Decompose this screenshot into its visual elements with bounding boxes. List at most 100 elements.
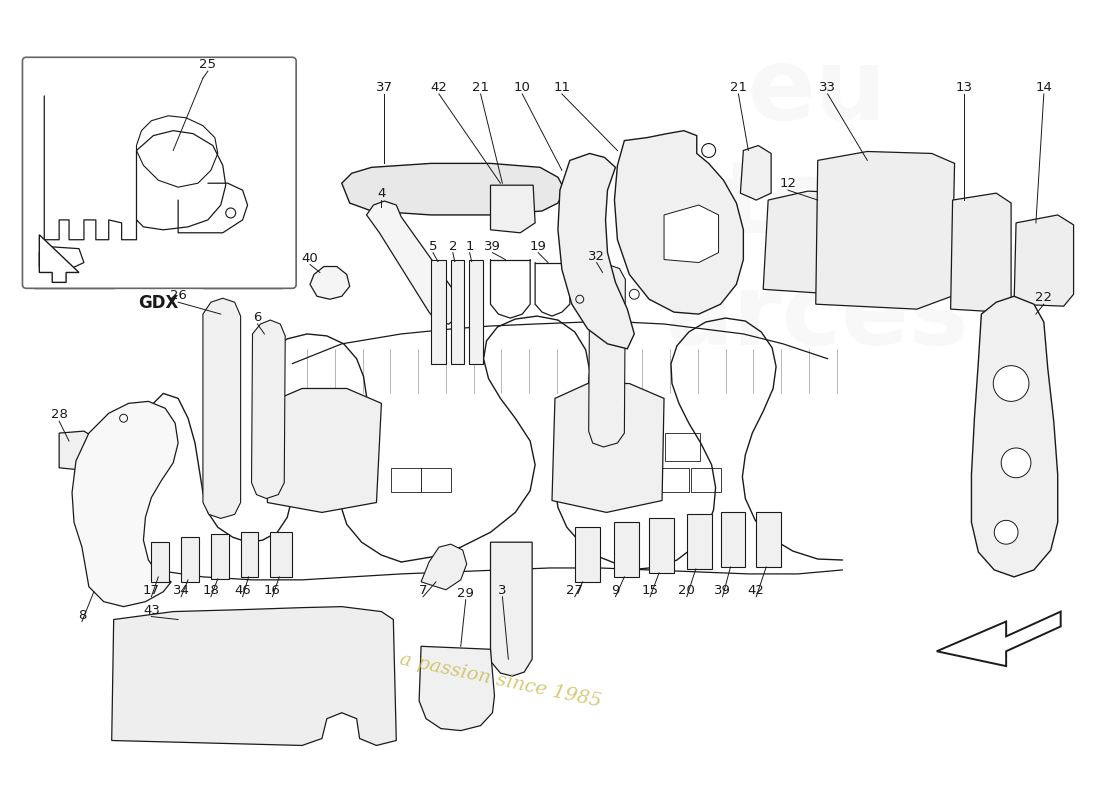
Polygon shape [763, 191, 879, 294]
Polygon shape [451, 259, 464, 364]
Text: 5: 5 [429, 240, 437, 253]
Bar [257, 681, 295, 716]
Text: 17: 17 [143, 584, 160, 597]
Text: 43: 43 [143, 603, 160, 617]
Text: 25: 25 [199, 58, 217, 71]
Polygon shape [757, 513, 781, 567]
Polygon shape [740, 146, 771, 200]
Text: 8: 8 [78, 609, 86, 622]
Circle shape [994, 520, 1018, 544]
Bar [666, 433, 700, 461]
Circle shape [1001, 448, 1031, 478]
Text: 42: 42 [430, 81, 448, 94]
Text: 15: 15 [641, 584, 659, 597]
Text: 18: 18 [202, 584, 219, 597]
Bar [173, 646, 214, 686]
Polygon shape [421, 544, 466, 590]
Text: 21: 21 [472, 81, 490, 94]
Bar [392, 468, 421, 492]
Polygon shape [469, 259, 483, 364]
Bar [421, 468, 451, 492]
Polygon shape [419, 646, 495, 730]
Text: 13: 13 [956, 81, 974, 94]
FancyBboxPatch shape [22, 58, 296, 288]
Bar [626, 433, 660, 461]
Polygon shape [152, 542, 169, 582]
Text: 28: 28 [51, 408, 67, 421]
Polygon shape [241, 532, 258, 577]
Text: 16: 16 [264, 584, 280, 597]
Text: 22: 22 [1035, 291, 1053, 304]
Polygon shape [588, 265, 626, 447]
Polygon shape [59, 431, 102, 470]
Text: 11: 11 [553, 81, 571, 94]
Bar [517, 174, 544, 185]
Bar [442, 174, 470, 185]
Polygon shape [552, 383, 664, 513]
Text: GDX: GDX [139, 294, 178, 312]
Text: 12: 12 [780, 177, 796, 190]
Bar [659, 468, 689, 492]
Text: eu
toP
arces: eu toP arces [667, 44, 969, 366]
Polygon shape [720, 513, 746, 567]
Polygon shape [937, 611, 1060, 666]
Text: 14: 14 [1035, 81, 1053, 94]
Bar [366, 191, 394, 203]
Text: 42: 42 [748, 584, 764, 597]
Polygon shape [1014, 215, 1074, 306]
Bar [302, 433, 337, 461]
Polygon shape [366, 201, 461, 324]
Bar [366, 174, 394, 185]
Text: 10: 10 [514, 81, 530, 94]
Polygon shape [40, 234, 79, 282]
Text: 4: 4 [377, 187, 386, 200]
Text: 19: 19 [530, 240, 547, 253]
Text: 39: 39 [484, 240, 500, 253]
Polygon shape [816, 151, 955, 309]
Text: 21: 21 [730, 81, 747, 94]
Polygon shape [575, 527, 600, 582]
Text: 33: 33 [820, 81, 836, 94]
Text: 32: 32 [588, 250, 605, 262]
Polygon shape [202, 298, 241, 518]
Polygon shape [491, 185, 535, 233]
Text: 9: 9 [612, 584, 619, 597]
Polygon shape [615, 522, 639, 577]
Bar [480, 191, 507, 203]
Polygon shape [252, 320, 285, 498]
Polygon shape [211, 534, 229, 579]
Text: 37: 37 [376, 81, 393, 94]
Polygon shape [686, 514, 712, 569]
Text: 26: 26 [169, 290, 187, 302]
Bar [480, 174, 507, 185]
Polygon shape [271, 532, 293, 577]
Text: 46: 46 [234, 584, 251, 597]
Polygon shape [558, 154, 635, 349]
Text: 6: 6 [253, 311, 262, 324]
Polygon shape [664, 205, 718, 262]
Bar [404, 174, 432, 185]
Bar [442, 191, 470, 203]
Text: 40: 40 [301, 251, 318, 265]
Polygon shape [491, 542, 532, 676]
Bar [342, 433, 376, 461]
Polygon shape [431, 259, 446, 364]
Text: 29: 29 [458, 586, 474, 600]
Polygon shape [615, 130, 744, 314]
Bar [404, 191, 432, 203]
Text: 27: 27 [566, 584, 583, 597]
Text: 39: 39 [714, 584, 732, 597]
Polygon shape [310, 266, 350, 299]
Circle shape [993, 366, 1028, 402]
Polygon shape [267, 389, 382, 513]
Text: 7: 7 [419, 584, 427, 597]
Polygon shape [72, 402, 178, 606]
Text: 2: 2 [449, 240, 458, 253]
Text: 1: 1 [465, 240, 474, 253]
Bar [691, 468, 720, 492]
Polygon shape [112, 606, 396, 746]
Polygon shape [649, 518, 674, 573]
Polygon shape [342, 163, 565, 215]
Text: 3: 3 [498, 584, 507, 597]
Bar [218, 661, 255, 696]
